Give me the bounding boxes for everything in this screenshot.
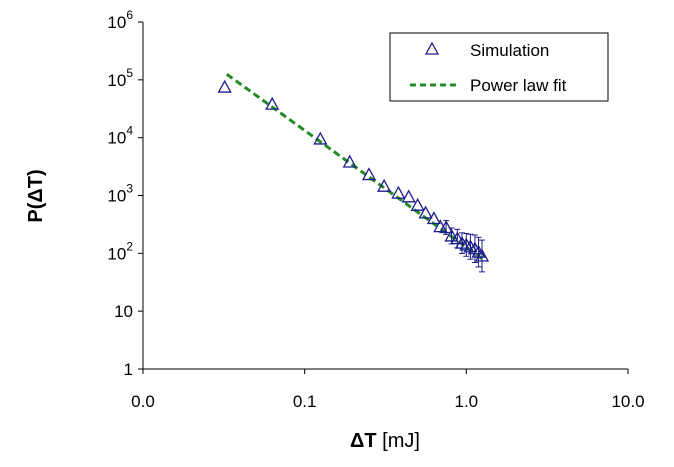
simulation-point: [426, 211, 441, 225]
simulation-point: [391, 185, 406, 199]
legend-fit-label: Power law fit: [470, 76, 567, 95]
simulation-point: [217, 79, 232, 93]
tick-labels: 1 10 102 103 104 105 106 0.0 0.1 1.0 10.0: [107, 8, 644, 411]
simulation-series: [217, 79, 490, 273]
legend-simulation-marker: [424, 41, 440, 55]
simulation-point: [444, 228, 459, 242]
simulation-point: [342, 154, 357, 168]
x-tick-label: 10.0: [611, 392, 644, 411]
x-tick-label: 0.1: [293, 392, 317, 411]
y-tick-label: 10: [114, 302, 133, 321]
y-tick-label: 106: [107, 8, 133, 32]
simulation-point: [410, 197, 425, 211]
simulation-point: [265, 96, 280, 110]
y-axis-label: P(ΔT): [25, 169, 47, 222]
legend-box: [389, 32, 609, 102]
y-tick-label: 1: [124, 360, 133, 379]
simulation-point: [313, 131, 328, 145]
y-tick-label: 103: [107, 182, 133, 206]
x-tick-label: 1.0: [455, 392, 479, 411]
y-tick-label: 102: [107, 239, 133, 263]
simulation-point: [450, 231, 465, 245]
y-tick-label: 105: [107, 66, 133, 90]
simulation-point: [361, 167, 377, 181]
y-tick-label: 104: [107, 124, 133, 148]
x-tick-label: 0.0: [131, 392, 155, 411]
x-axis-label: ΔT [mJ]: [350, 430, 420, 452]
plot-axes: [138, 21, 629, 374]
simulation-point: [377, 178, 392, 192]
legend: Simulation Power law fit: [389, 32, 609, 102]
simulation-point: [401, 189, 416, 203]
legend-simulation-label: Simulation: [470, 41, 549, 60]
simulation-point: [418, 205, 433, 219]
simulation-point: [459, 237, 474, 251]
simulation-point: [474, 248, 490, 262]
simulation-point: [439, 220, 454, 234]
